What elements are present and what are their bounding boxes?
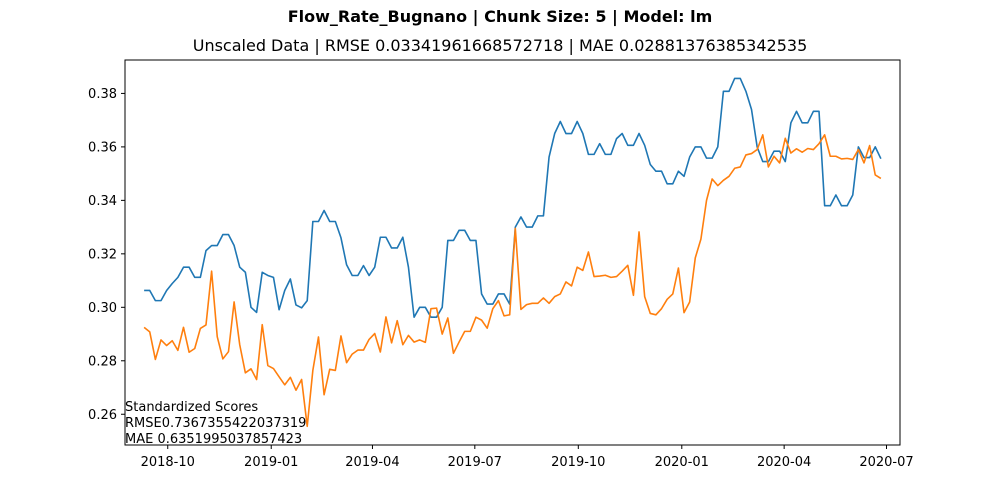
x-tick-label: 2020-04 [757,455,811,470]
chart-title: Flow_Rate_Bugnano | Chunk Size: 5 | Mode… [287,7,713,26]
x-tick-label: 2019-07 [448,455,502,470]
x-tick-label: 2020-01 [655,455,709,470]
x-tick-label: 2019-04 [345,455,399,470]
chart-subtitle: Unscaled Data | RMSE 0.03341961668572718… [192,36,808,55]
y-tick-label: 0.34 [88,194,117,209]
annotation-mae: MAE 0.6351995037857423 [125,432,303,447]
annotation-rmse: RMSE0.7367355422037319 [125,416,307,431]
annotation-heading: Standardized Scores [125,400,259,415]
x-tick-label: 2019-01 [244,455,298,470]
y-tick-label: 0.28 [88,354,117,369]
y-tick-label: 0.26 [88,408,117,423]
standardized-scores-annotation: Standardized Scores RMSE0.73673554220373… [125,400,306,448]
x-tick-label: 2019-10 [551,455,605,470]
y-tick-label: 0.36 [88,140,117,155]
y-tick-label: 0.38 [88,87,117,102]
series-line-2 [143,134,882,428]
y-axis: 0.26 0.28 0.30 0.32 0.34 0.36 0.38 [88,87,125,423]
plot-frame [124,59,901,446]
y-tick-label: 0.32 [88,247,117,262]
x-tick-label: 2018-10 [141,455,195,470]
series-lines [143,77,882,428]
y-tick-label: 0.30 [88,301,117,316]
x-axis: 2018-10 2019-01 2019-04 2019-07 2019-10 2020-… [141,445,914,470]
x-tick-label: 2020-07 [859,455,913,470]
